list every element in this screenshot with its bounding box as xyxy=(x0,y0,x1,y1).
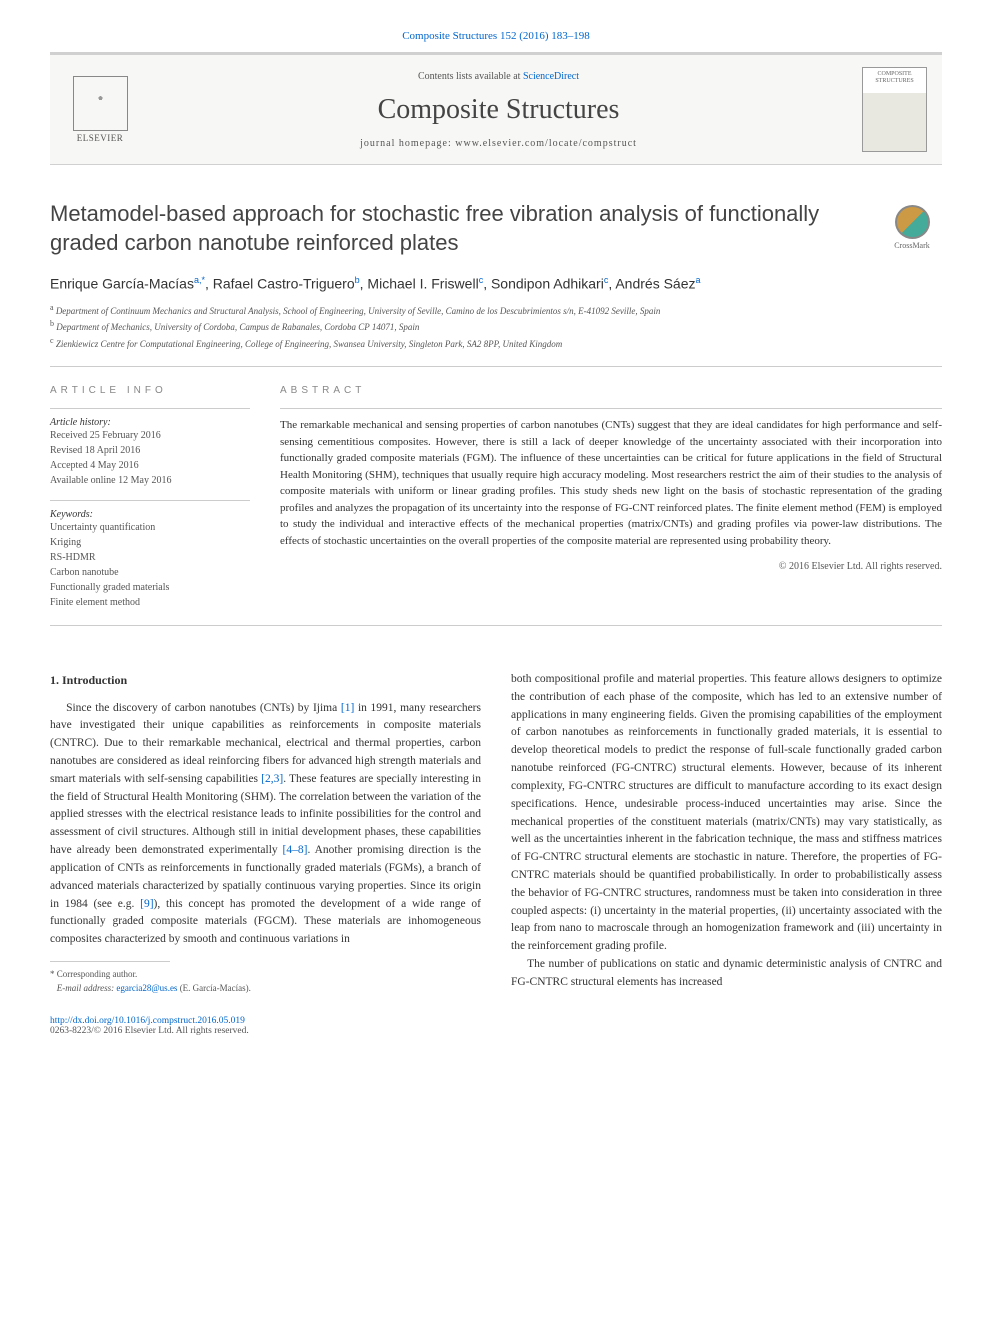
corresponding-author: * Corresponding author. E-mail address: … xyxy=(50,968,481,996)
elsevier-logo[interactable]: ELSEVIER xyxy=(65,70,135,150)
article-info-heading: ARTICLE INFO xyxy=(50,385,250,396)
ref-4-8[interactable]: [4–8] xyxy=(283,844,308,856)
intro-heading: 1. Introduction xyxy=(50,671,481,690)
history-label: Article history: xyxy=(50,417,250,428)
issn-copyright: 0263-8223/© 2016 Elsevier Ltd. All right… xyxy=(50,1026,942,1036)
author-4[interactable]: , Sondipon Adhikari xyxy=(483,276,604,292)
journal-name: Composite Structures xyxy=(135,94,862,126)
author-5[interactable]: , Andrés Sáez xyxy=(608,276,695,292)
revised-date: Revised 18 April 2016 xyxy=(50,443,250,458)
sciencedirect-link[interactable]: ScienceDirect xyxy=(523,71,579,82)
abstract-column: ABSTRACT The remarkable mechanical and s… xyxy=(280,385,942,610)
accepted-date: Accepted 4 May 2016 xyxy=(50,458,250,473)
crossmark-icon xyxy=(895,205,930,239)
abstract-heading: ABSTRACT xyxy=(280,385,942,396)
received-date: Received 25 February 2016 xyxy=(50,428,250,443)
keyword-2: RS-HDMR xyxy=(50,550,250,565)
affiliation-c: Zienkiewicz Centre for Computational Eng… xyxy=(56,339,562,349)
journal-cover-thumb[interactable]: COMPOSITE STRUCTURES xyxy=(862,67,927,152)
keyword-1: Kriging xyxy=(50,535,250,550)
ref-9[interactable]: [9] xyxy=(140,898,153,910)
affiliation-b: Department of Mechanics, University of C… xyxy=(56,322,419,332)
citation-header: Composite Structures 152 (2016) 183–198 xyxy=(50,30,942,42)
corr-label: Corresponding author. xyxy=(57,969,138,979)
intro-p2: both compositional profile and material … xyxy=(511,671,942,956)
contents-available: Contents lists available at ScienceDirec… xyxy=(135,71,862,82)
intro-p1: Since the discovery of carbon nanotubes … xyxy=(50,700,481,949)
author-3[interactable]: , Michael I. Friswell xyxy=(360,276,479,292)
abstract-text: The remarkable mechanical and sensing pr… xyxy=(280,408,942,549)
article-info-column: ARTICLE INFO Article history: Received 2… xyxy=(50,385,250,610)
doi-link[interactable]: http://dx.doi.org/10.1016/j.compstruct.2… xyxy=(50,1016,942,1026)
abstract-divider xyxy=(50,625,942,626)
journal-homepage: journal homepage: www.elsevier.com/locat… xyxy=(135,138,862,149)
crossmark-label: CrossMark xyxy=(894,241,930,250)
online-date: Available online 12 May 2016 xyxy=(50,473,250,488)
crossmark-badge[interactable]: CrossMark xyxy=(882,205,942,250)
homepage-url[interactable]: www.elsevier.com/locate/compstruct xyxy=(455,138,637,149)
affiliations: a Department of Continuum Mechanics and … xyxy=(50,302,942,351)
ref-2-3[interactable]: [2,3] xyxy=(261,773,283,785)
publisher-name: ELSEVIER xyxy=(77,133,124,143)
email-label: E-mail address: xyxy=(57,983,117,993)
ref-1[interactable]: [1] xyxy=(341,702,354,714)
elsevier-tree-icon xyxy=(73,76,128,131)
article-title: Metamodel-based approach for stochastic … xyxy=(50,200,862,257)
footnote-separator xyxy=(50,961,170,962)
keywords-label: Keywords: xyxy=(50,509,250,520)
keyword-5: Finite element method xyxy=(50,595,250,610)
author-2[interactable]: , Rafael Castro-Triguero xyxy=(205,276,355,292)
author-1[interactable]: Enrique García-Macías xyxy=(50,276,194,292)
corr-name: (E. García-Macías). xyxy=(177,983,250,993)
author-5-aff: a xyxy=(696,275,701,285)
affiliation-a: Department of Continuum Mechanics and St… xyxy=(56,306,661,316)
body-text: 1. Introduction Since the discovery of c… xyxy=(50,671,942,996)
corr-star: * xyxy=(50,969,55,979)
keyword-3: Carbon nanotube xyxy=(50,565,250,580)
keyword-0: Uncertainty quantification xyxy=(50,520,250,535)
abstract-copyright: © 2016 Elsevier Ltd. All rights reserved… xyxy=(280,561,942,572)
journal-header: ELSEVIER Contents lists available at Sci… xyxy=(50,52,942,165)
section-divider xyxy=(50,366,942,367)
authors-list: Enrique García-Macíasa,*, Rafael Castro-… xyxy=(50,275,942,292)
cover-label: COMPOSITE STRUCTURES xyxy=(866,71,923,84)
intro-p3: The number of publications on static and… xyxy=(511,956,942,992)
contents-prefix: Contents lists available at xyxy=(418,71,523,82)
keyword-4: Functionally graded materials xyxy=(50,580,250,595)
corr-email[interactable]: egarcia28@us.es xyxy=(116,983,177,993)
